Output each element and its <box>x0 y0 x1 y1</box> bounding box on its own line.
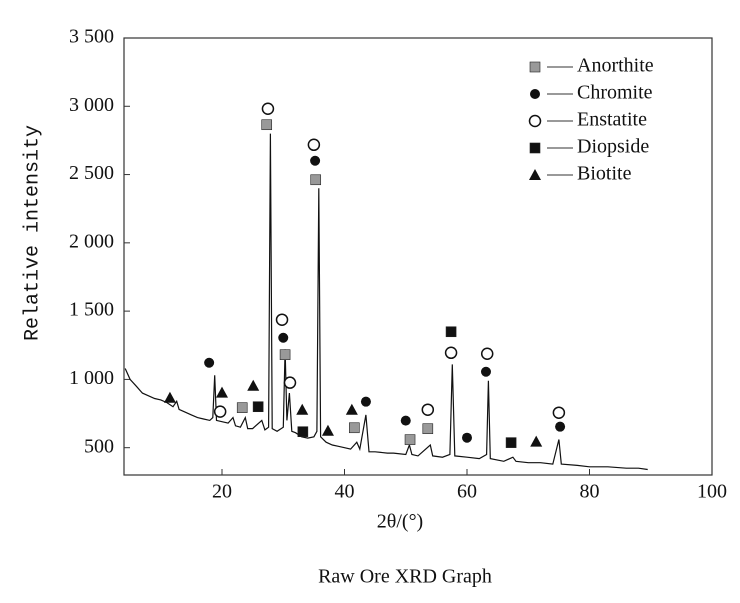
y-tick-label: 2 500 <box>69 162 114 184</box>
phase-marker <box>480 347 494 360</box>
x-axis-label: 2θ/(°) <box>377 511 423 533</box>
phase-marker <box>247 379 260 391</box>
y-tick-label: 1 000 <box>69 367 114 389</box>
phase-marker <box>261 119 273 131</box>
plot-frame <box>123 37 713 476</box>
y-tick-label: 3 500 <box>69 26 114 48</box>
y-axis-label: Relative intensity <box>21 125 44 341</box>
legend-label: Anorthite <box>577 55 654 77</box>
phase-marker <box>310 155 321 166</box>
legend-symbol <box>529 142 541 154</box>
legend-symbol <box>529 61 541 73</box>
phase-marker <box>283 376 297 389</box>
phase-marker <box>252 401 264 413</box>
phase-marker <box>400 415 411 426</box>
phase-marker <box>444 346 458 360</box>
phase-marker <box>278 332 289 343</box>
phase-marker <box>445 326 457 338</box>
phase-marker <box>421 403 435 416</box>
x-tick-label: 80 <box>580 481 600 503</box>
xrd-line <box>124 133 648 471</box>
phase-marker <box>360 396 371 407</box>
phase-marker <box>297 426 309 438</box>
y-tick-label: 3 000 <box>69 94 114 116</box>
legend-label: Diopside <box>577 136 649 158</box>
phase-marker <box>404 434 416 445</box>
phase-marker <box>163 391 176 403</box>
phase-marker <box>310 174 322 186</box>
legend-symbol <box>529 169 541 180</box>
y-tick-label: 1 500 <box>69 299 114 321</box>
phase-marker <box>422 423 434 435</box>
x-tick-label: 40 <box>335 481 355 503</box>
phase-marker <box>261 102 275 115</box>
phase-marker <box>345 403 358 415</box>
phase-marker <box>216 386 228 398</box>
phase-marker <box>555 421 566 432</box>
legend-label: Enstatite <box>577 109 647 131</box>
y-tick-label: 500 <box>84 435 114 457</box>
phase-marker <box>462 432 472 443</box>
phase-marker <box>505 437 517 448</box>
phase-marker <box>236 402 248 413</box>
phase-marker <box>296 403 309 415</box>
x-tick-label: 100 <box>697 481 727 503</box>
phase-marker <box>480 366 491 377</box>
legend-symbol <box>530 89 540 99</box>
x-tick-label: 20 <box>212 481 232 503</box>
phase-marker <box>530 435 543 447</box>
x-tick-label: 60 <box>457 481 477 503</box>
phase-marker <box>552 406 566 419</box>
y-tick-label: 2 000 <box>69 230 114 252</box>
phase-marker <box>321 424 334 436</box>
phase-marker <box>307 138 321 152</box>
phase-marker <box>275 313 289 326</box>
phase-marker <box>213 405 227 418</box>
legend-label: Biotite <box>577 163 632 185</box>
phase-marker <box>204 357 215 368</box>
legend-symbol <box>528 114 542 128</box>
phase-marker <box>348 422 360 434</box>
legend-label: Chromite <box>577 82 653 104</box>
phase-marker <box>279 349 291 360</box>
caption: Raw Ore XRD Graph <box>318 566 492 588</box>
